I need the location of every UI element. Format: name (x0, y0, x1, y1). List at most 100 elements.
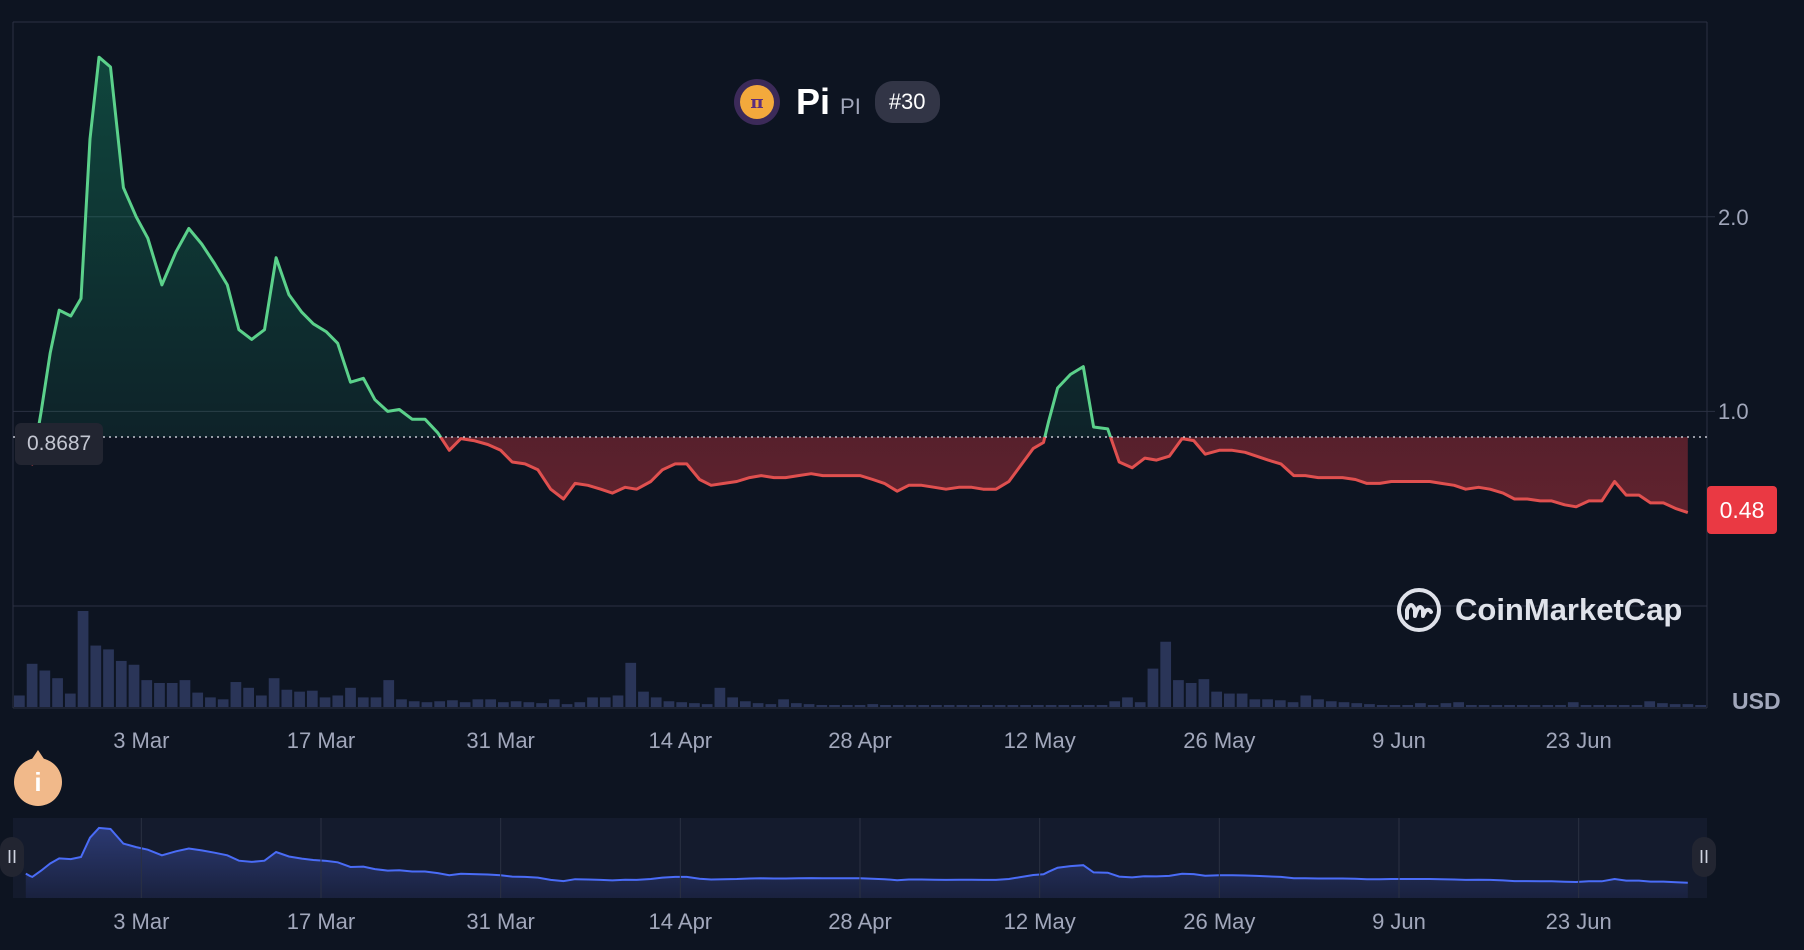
volume-bar (370, 697, 382, 707)
volume-bar (1071, 705, 1082, 707)
volume-bar (1644, 701, 1656, 707)
volume-bar (230, 682, 242, 707)
volume-bar (1134, 702, 1146, 707)
volume-bar (1122, 697, 1133, 707)
volume-bar (994, 705, 1006, 707)
volume-bar (1236, 693, 1248, 707)
volume-bar (485, 699, 496, 707)
volume-bar (1325, 701, 1337, 707)
volume-bar (1096, 705, 1108, 707)
volume-bar (943, 705, 955, 707)
volume-bar (1020, 705, 1031, 707)
navigator-tick-label: 14 Apr (648, 909, 713, 934)
pi-logo-glyph: π (740, 85, 774, 119)
volume-bar (536, 703, 547, 707)
volume-bar (166, 683, 178, 707)
volume-bar (1211, 691, 1222, 707)
volume-bar (306, 690, 318, 707)
volume-bar (1389, 705, 1401, 707)
volume-bar (52, 678, 63, 707)
navigator-tick-label: 26 May (1183, 909, 1256, 934)
volume-bar (1173, 680, 1184, 707)
volume-bar (90, 645, 102, 707)
volume-bar (1466, 705, 1477, 707)
volume-bar (854, 705, 866, 707)
volume-bar (1682, 704, 1694, 707)
volume-bar (1045, 705, 1057, 707)
volume-bar (77, 611, 89, 707)
volume-bar (421, 702, 433, 707)
info-icon[interactable]: i (14, 758, 62, 806)
volume-bar (778, 699, 789, 707)
volume-bar (408, 701, 420, 707)
navigator-tick-label: 28 Apr (828, 909, 892, 934)
volume-bar (115, 660, 127, 707)
volume-bar (1631, 705, 1643, 707)
volume-bar (752, 703, 764, 707)
volume-bar (447, 700, 458, 707)
volume-bar (714, 687, 726, 707)
volume-bar (1478, 705, 1490, 707)
volume-bar (498, 702, 509, 707)
volume-bar (1695, 705, 1706, 707)
volume-bar (1032, 705, 1044, 707)
navigator-tick-label: 9 Jun (1372, 909, 1426, 934)
x-tick-label: 17 Mar (286, 728, 356, 753)
volume-bar (14, 695, 25, 707)
currency-label: USD (1732, 688, 1781, 714)
volume-bar (281, 689, 293, 707)
volume-bar (141, 680, 153, 707)
reference-price-label: 0.8687 (15, 423, 104, 465)
volume-bar (689, 703, 700, 707)
volume-bar (1058, 705, 1070, 707)
volume-bar (268, 678, 280, 707)
volume-bar (1338, 702, 1350, 707)
volume-bar (1274, 700, 1286, 707)
volume-bar (1198, 679, 1210, 707)
volume-bar (1567, 702, 1579, 707)
volume-bar (969, 705, 980, 707)
coinmarketcap-logo-icon (1397, 588, 1441, 632)
x-tick-label: 14 Apr (648, 728, 713, 753)
volume-bar (256, 695, 267, 707)
volume-bar (1542, 705, 1554, 707)
volume-bar (1504, 705, 1515, 707)
volume-bar (39, 670, 51, 707)
volume-bar (561, 704, 573, 707)
volume-bar (459, 702, 471, 707)
navigator-right-handle[interactable]: II (1692, 837, 1716, 877)
navigator-line (25, 826, 1688, 884)
x-tick-label: 31 Mar (466, 728, 535, 753)
volume-bar (1657, 703, 1668, 707)
volume-bar (1516, 705, 1528, 707)
current-price-badge: 0.48 (1707, 486, 1777, 534)
navigator-left-handle[interactable]: II (0, 837, 24, 877)
volume-bar (587, 697, 598, 707)
volume-bar (612, 695, 624, 707)
pi-coin-logo-icon: π (734, 79, 780, 125)
volume-bar (1262, 699, 1273, 707)
navigator-tick-label: 12 May (1003, 909, 1076, 934)
volume-bar (727, 697, 738, 707)
x-tick-label: 26 May (1183, 728, 1256, 753)
y-tick-label: 2.0 (1718, 205, 1749, 230)
volume-bar (701, 704, 713, 707)
volume-bar (128, 664, 140, 707)
navigator-tick-label: 17 Mar (286, 909, 356, 934)
volume-bar (319, 697, 331, 707)
volume-bar (154, 683, 165, 707)
volume-bar (1440, 703, 1452, 707)
volume-bar (918, 705, 930, 707)
x-tick-label: 28 Apr (828, 728, 892, 753)
volume-bar (1376, 705, 1388, 707)
volume-bar (1351, 703, 1363, 707)
volume-bar (217, 699, 229, 707)
volume-bar (1313, 699, 1324, 707)
volume-bar (841, 705, 853, 707)
volume-bar (650, 697, 662, 707)
y-tick-label: 1.0 (1718, 399, 1749, 424)
volume-bar (905, 705, 917, 707)
volume-bar (676, 702, 688, 707)
volume-bar (931, 705, 942, 707)
